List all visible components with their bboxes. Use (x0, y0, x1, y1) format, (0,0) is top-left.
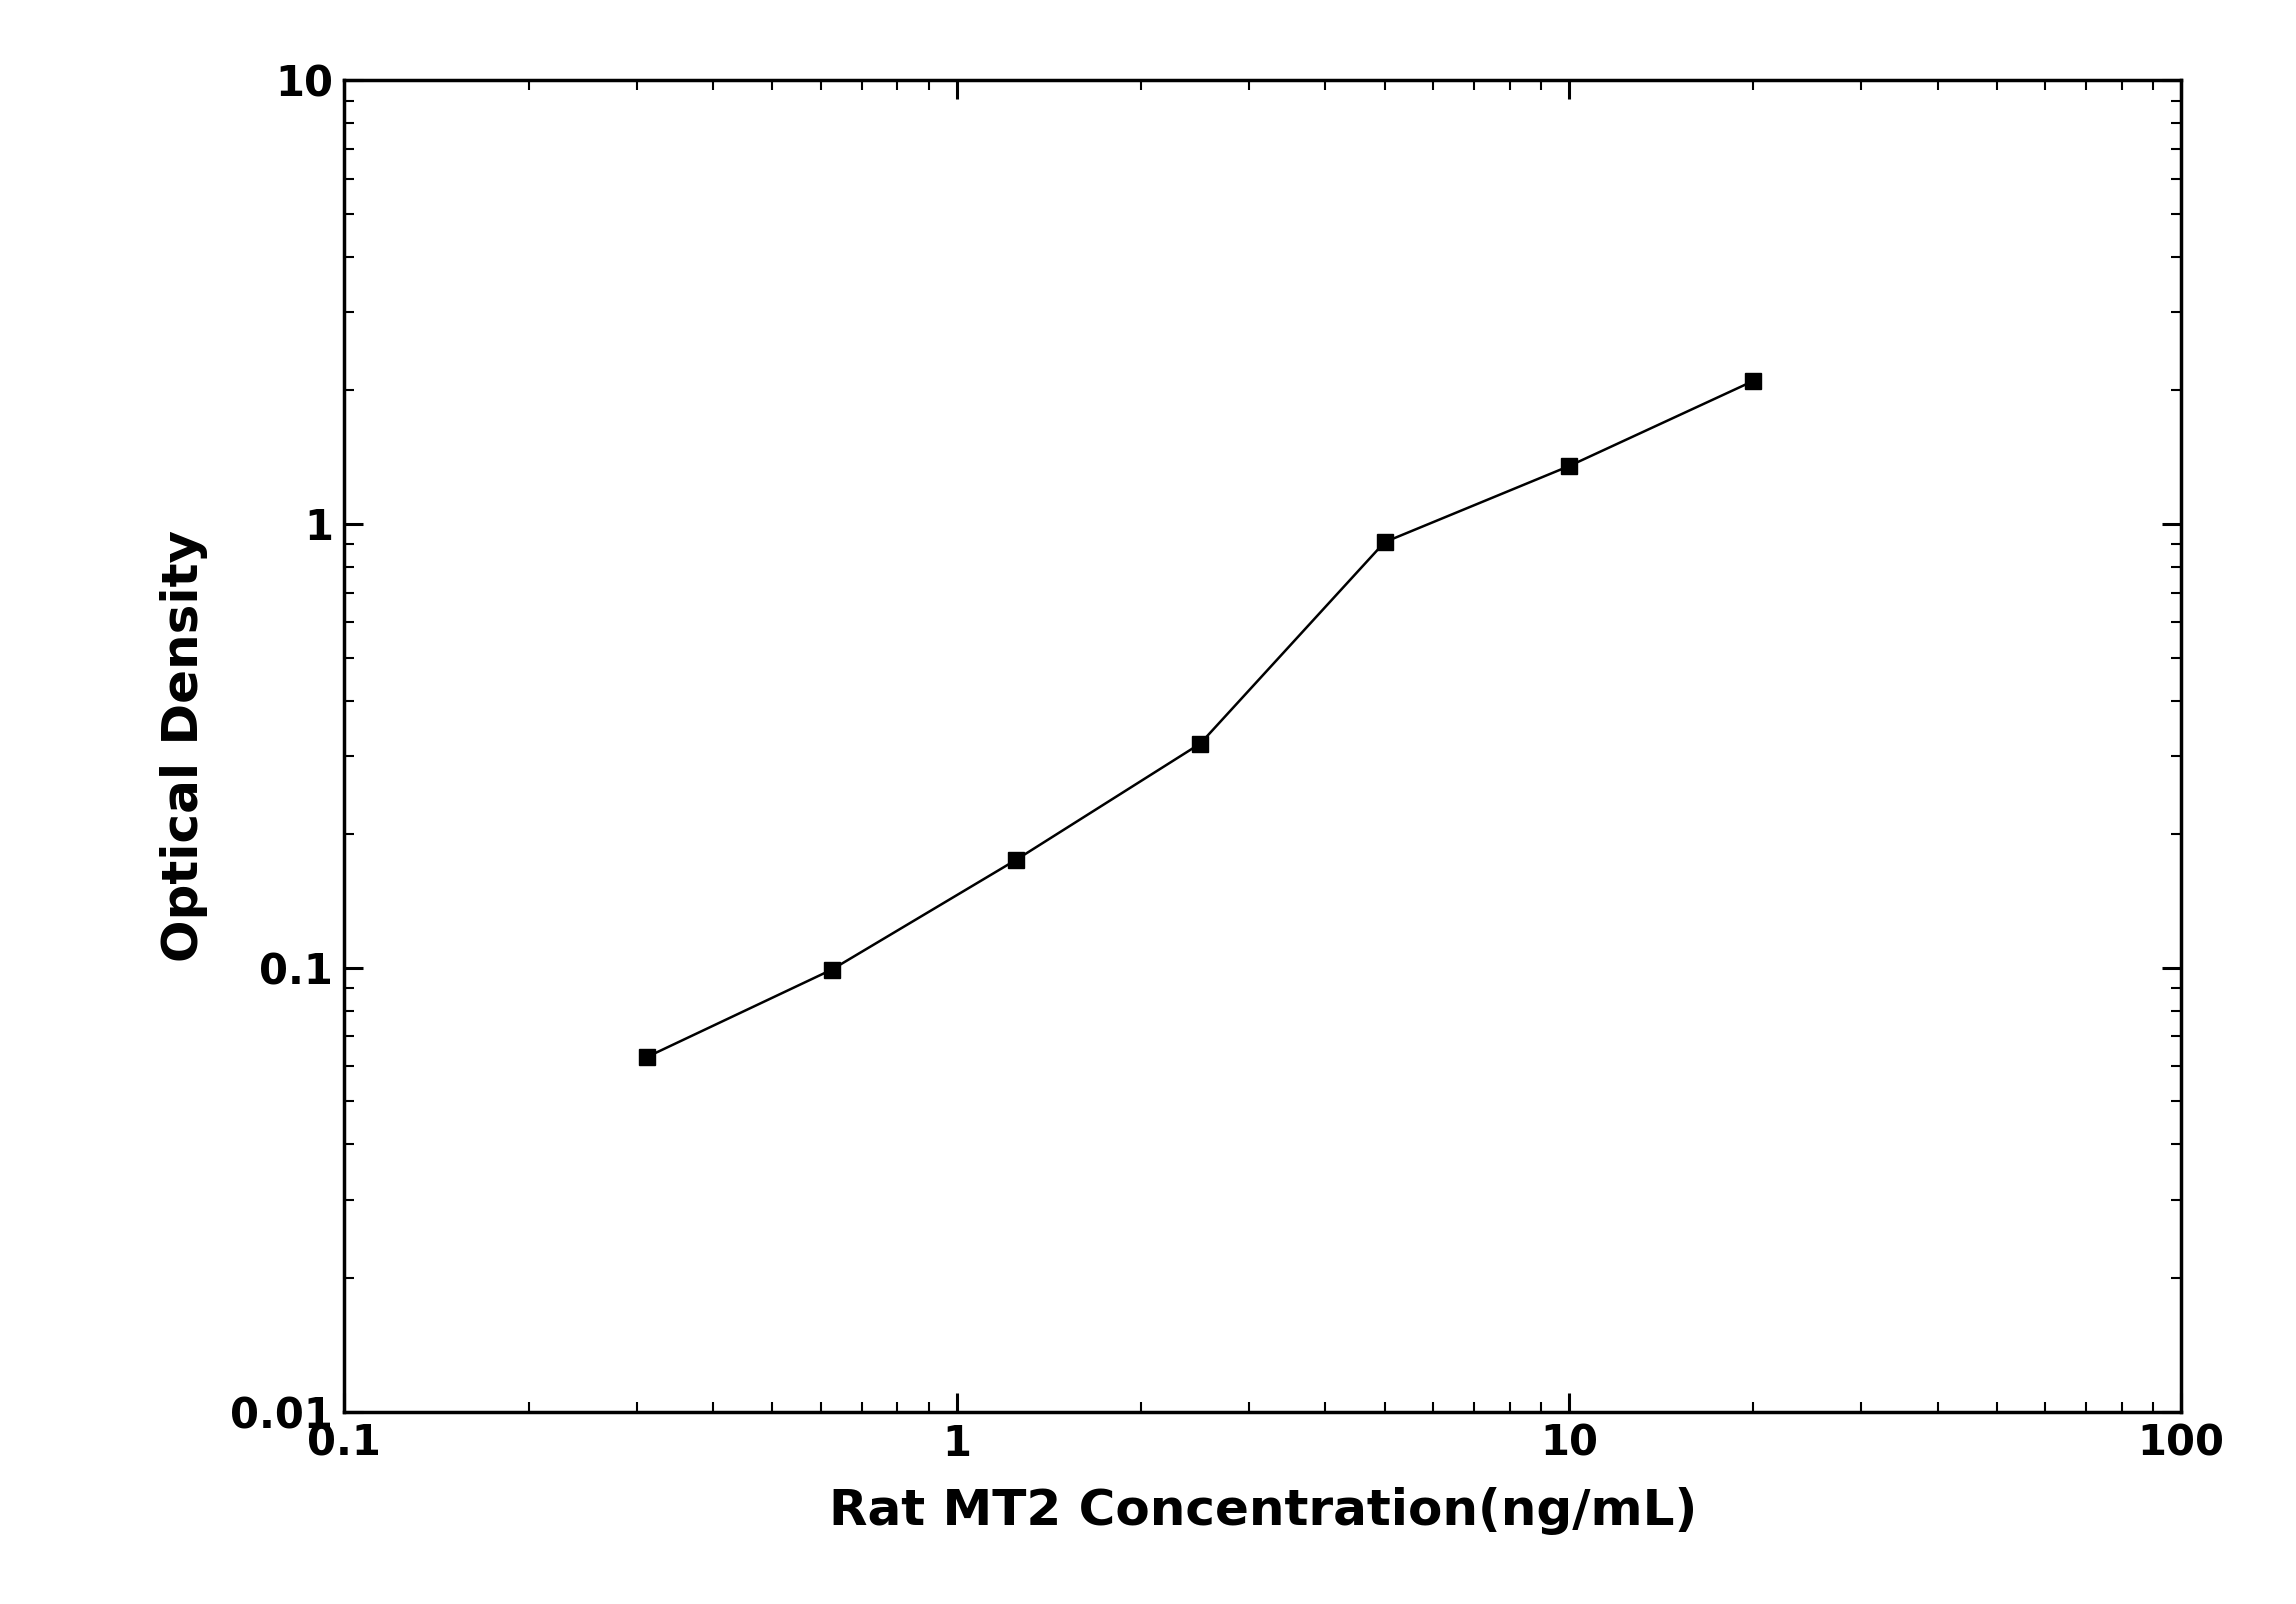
Y-axis label: Optical Density: Optical Density (161, 529, 209, 962)
X-axis label: Rat MT2 Concentration(ng/mL): Rat MT2 Concentration(ng/mL) (829, 1487, 1697, 1535)
